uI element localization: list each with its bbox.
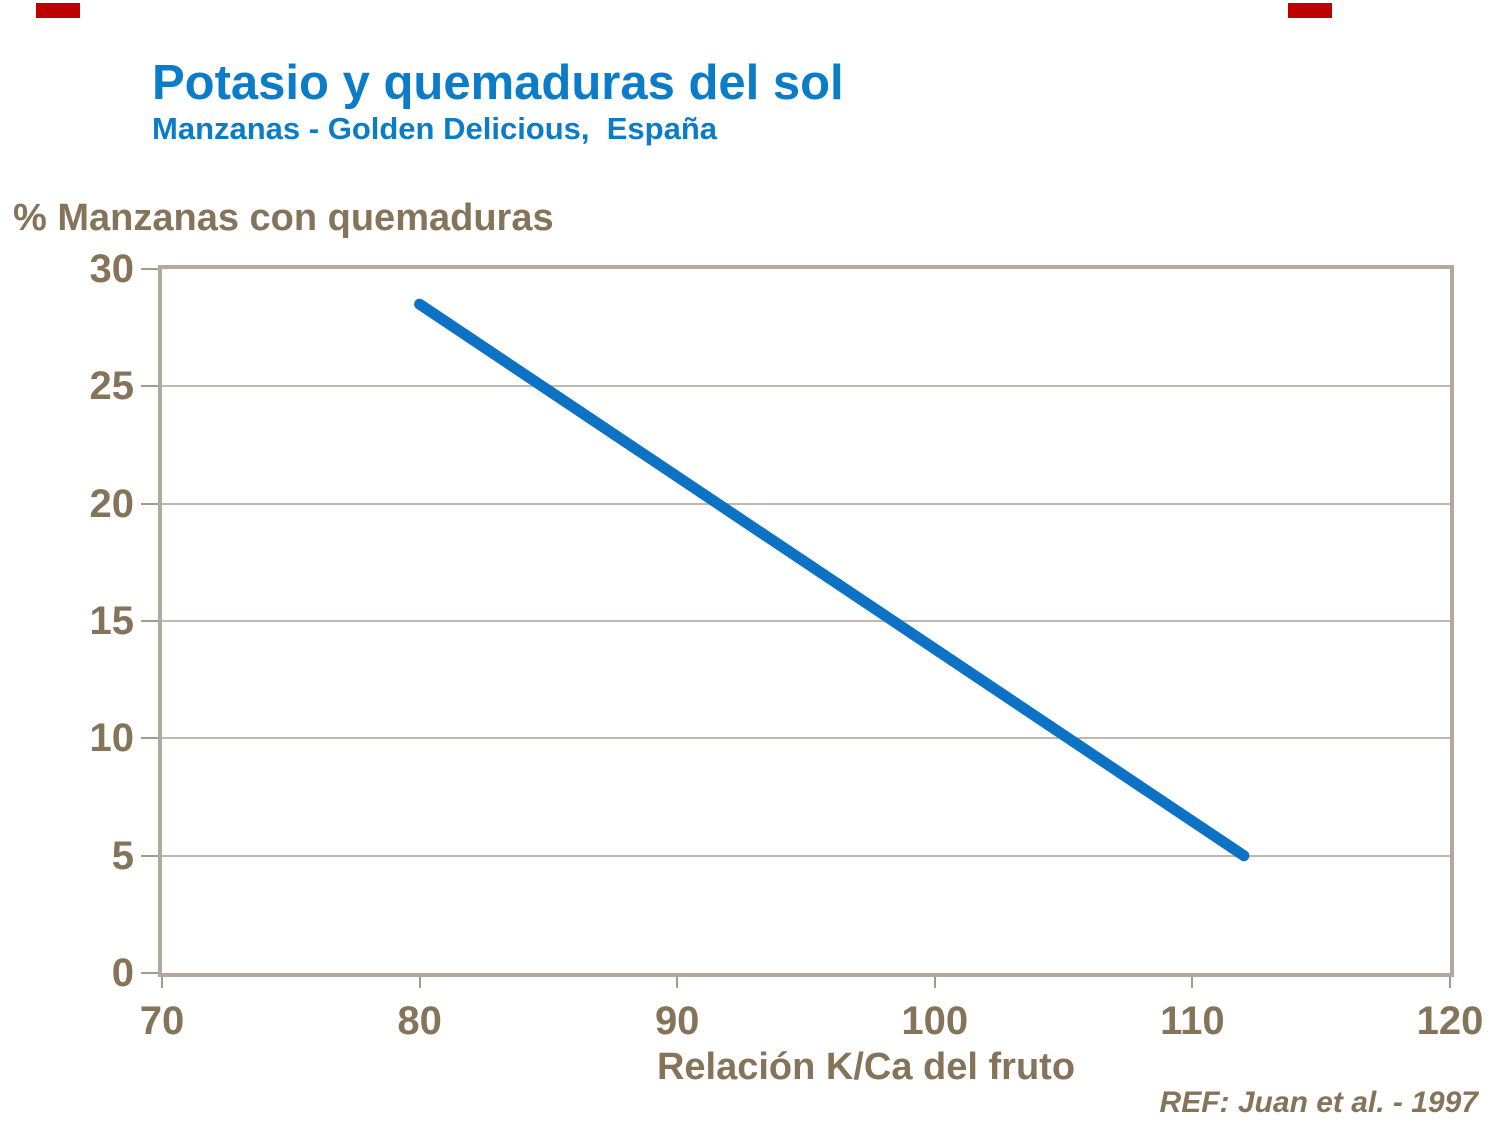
gridline-y-25 <box>162 385 1450 388</box>
y-tick-10 <box>141 737 158 740</box>
x-tick-label-100: 100 <box>901 999 969 1043</box>
x-tick-label-120: 120 <box>1416 999 1484 1043</box>
y-tick-25 <box>141 385 158 388</box>
gridline-y-20 <box>162 502 1450 505</box>
x-tick-110 <box>1191 977 1194 988</box>
x-axis-title: Relación K/Ca del fruto <box>656 1046 1076 1088</box>
y-tick-label-10: 10 <box>89 716 135 761</box>
y-tick-15 <box>141 620 158 622</box>
series-svg <box>414 298 1250 862</box>
y-tick-label-25: 25 <box>89 364 135 409</box>
plot-area <box>158 265 1454 977</box>
x-tick-label-90: 90 <box>654 999 700 1043</box>
plot-inner <box>162 269 1450 973</box>
x-tick-label-110: 110 <box>1160 999 1225 1043</box>
y-tick-label-5: 5 <box>111 833 134 878</box>
y-tick-30 <box>141 268 158 270</box>
chart-subtitle: Manzanas - Golden Delicious, España <box>152 111 718 146</box>
x-tick-label-70: 70 <box>139 999 185 1043</box>
x-tick-120 <box>1449 977 1451 988</box>
x-tick-100 <box>933 977 936 988</box>
data-line <box>414 298 1250 862</box>
x-tick-90 <box>676 977 679 988</box>
x-tick-80 <box>418 977 421 988</box>
chart-title: Potasio y quemaduras del sol <box>152 56 844 110</box>
y-tick-label-30: 30 <box>89 247 135 291</box>
y-tick-20 <box>141 502 158 505</box>
y-tick-label-20: 20 <box>89 481 135 526</box>
y-tick-5 <box>141 854 158 857</box>
y-tick-label-15: 15 <box>89 599 135 643</box>
gridline-y-5 <box>162 854 1450 857</box>
y-tick-0 <box>141 972 158 974</box>
reference-note: REF: Juan et al. - 1997 <box>1159 1086 1478 1119</box>
y-tick-label-0: 0 <box>111 951 134 995</box>
gridline-y-15 <box>162 620 1450 622</box>
y-axis-title: % Manzanas con quemaduras <box>13 197 554 239</box>
gridline-y-10 <box>162 737 1450 740</box>
red-corner-mark-right <box>1288 3 1332 18</box>
red-corner-mark-left <box>36 3 80 18</box>
x-tick-label-80: 80 <box>397 999 442 1043</box>
x-tick-70 <box>161 977 163 988</box>
